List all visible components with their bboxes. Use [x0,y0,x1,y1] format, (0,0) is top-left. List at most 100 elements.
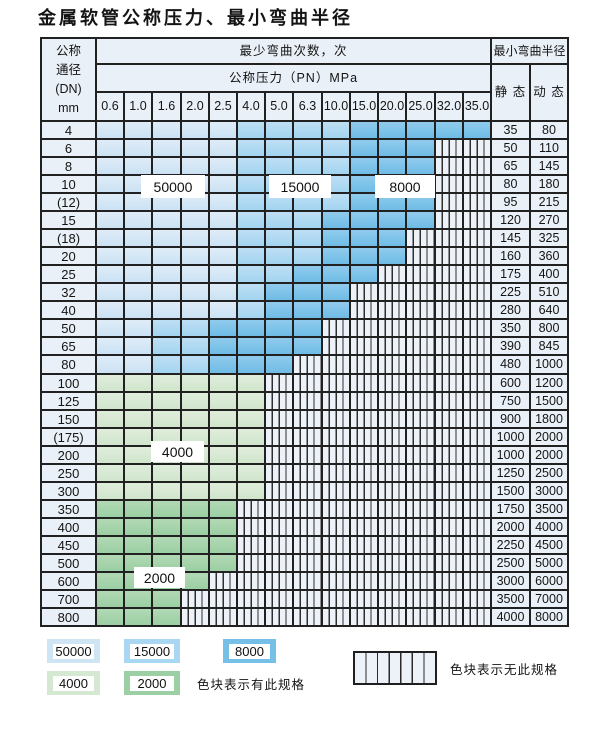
no-spec-hatch-cell [405,553,436,573]
spec-zone-cell-m [264,264,294,284]
no-spec-hatch-cell [264,409,294,429]
static-radius-cell: 280 [490,300,531,320]
spec-zone-cell-d [292,336,323,356]
no-spec-hatch-cell [321,391,351,411]
spec-zone-cell-m [236,228,266,248]
spec-zone-cell-g1 [123,445,153,465]
spec-zone-cell-d [377,120,407,140]
spec-zone-cell-g2 [95,589,125,609]
spec-zone-cell-p [95,318,125,338]
legend-swatch-label: 8000 [229,643,270,659]
static-radius-cell: 2500 [490,553,531,573]
spec-zone-cell-m [264,210,294,230]
spec-zone-cell-g2 [95,535,125,555]
spec-zone-cell-p [208,192,238,212]
dynamic-radius-cell: 325 [529,228,569,248]
spec-zone-cell-d [377,246,407,266]
static-radius-cell: 750 [490,391,531,411]
spec-zone-cell-m [180,336,210,356]
no-spec-hatch-cell [264,553,294,573]
legend-swatch-50000: 50000 [47,639,100,663]
spec-zone-cell-d [292,264,323,284]
spec-zone-cell-g1 [123,463,153,483]
legend-swatch-label: 4000 [53,675,94,691]
spec-zone-cell-p [208,174,238,194]
cycle-count-label: 50000 [141,175,205,198]
pressure-col-header: 1.0 [123,91,153,122]
spec-zone-cell-d [377,138,407,158]
spec-zone-cell-g2 [208,553,238,573]
spec-zone-cell-g2 [208,499,238,519]
spec-zone-cell-g1 [236,409,266,429]
dn-cell: 100 [40,373,97,393]
no-spec-hatch-cell [321,517,351,537]
spec-zone-cell-p [208,300,238,320]
no-spec-hatch-cell [434,409,464,429]
legend-note-has-spec: 色块表示有此规格 [197,677,306,692]
no-spec-hatch-cell [208,607,238,627]
dynamic-radius-cell: 3500 [529,499,569,519]
static-radius-cell: 225 [490,282,531,302]
spec-zone-cell-p [208,210,238,230]
dynamic-radius-cell: 1500 [529,391,569,411]
spec-zone-cell-d [405,156,436,176]
spec-zone-cell-g1 [151,373,182,393]
spec-zone-cell-g1 [208,445,238,465]
dynamic-radius-cell: 640 [529,300,569,320]
spec-zone-cell-p [180,120,210,140]
no-spec-hatch-cell [349,481,379,501]
no-spec-hatch-cell [434,354,464,375]
no-spec-hatch-cell [434,138,464,158]
no-spec-hatch-cell [236,499,266,519]
spec-zone-cell-p [151,246,182,266]
static-radius-cell: 3000 [490,571,531,591]
no-spec-hatch-cell [292,409,323,429]
spec-zone-cell-p [151,138,182,158]
static-radius-cell: 390 [490,336,531,356]
spec-zone-cell-p [95,228,125,248]
spec-zone-cell-g1 [208,427,238,447]
no-spec-hatch-cell [462,517,492,537]
spec-zone-cell-g1 [95,481,125,501]
no-spec-hatch-cell [405,282,436,302]
spec-zone-cell-d [208,336,238,356]
no-spec-hatch-cell [349,409,379,429]
no-spec-hatch-cell [321,607,351,627]
spec-zone-cell-m [292,210,323,230]
no-spec-hatch-cell [236,535,266,555]
no-spec-hatch-cell [292,427,323,447]
no-spec-hatch-cell [405,373,436,393]
pressure-col-header: 2.0 [180,91,210,122]
spec-zone-cell-m [236,246,266,266]
spec-zone-cell-p [208,264,238,284]
dynamic-radius-cell: 8000 [529,607,569,627]
spec-zone-cell-m [236,120,266,140]
dynamic-radius-cell: 2000 [529,427,569,447]
no-spec-hatch-cell [377,300,407,320]
spec-zone-cell-d [264,354,294,375]
spec-zone-cell-m [151,354,182,375]
no-spec-hatch-cell [462,246,492,266]
pressure-col-header: 10.0 [321,91,351,122]
no-spec-hatch-cell [349,282,379,302]
dynamic-radius-cell: 2000 [529,445,569,465]
no-spec-hatch-cell [264,535,294,555]
no-spec-hatch-cell [405,354,436,375]
no-spec-hatch-cell [405,336,436,356]
spec-zone-cell-g1 [123,481,153,501]
spec-zone-cell-p [123,138,153,158]
spec-table: 公称 通径 (DN) mm 最少弯曲次数，次 最小弯曲半径 公称压力（PN）MPa 静 态动 … [39,36,569,627]
spec-zone-cell-p [95,246,125,266]
legend-swatch-label: 50000 [53,643,94,659]
no-spec-hatch-cell [264,427,294,447]
spec-zone-cell-p [95,336,125,356]
pressure-col-header: 32.0 [434,91,464,122]
spec-zone-cell-g1 [208,481,238,501]
spec-zone-cell-p [151,228,182,248]
spec-zone-cell-d [462,120,492,140]
spec-zone-cell-g1 [151,391,182,411]
no-spec-hatch-cell [434,391,464,411]
no-spec-hatch-cell [321,535,351,555]
no-spec-hatch-cell [434,445,464,465]
